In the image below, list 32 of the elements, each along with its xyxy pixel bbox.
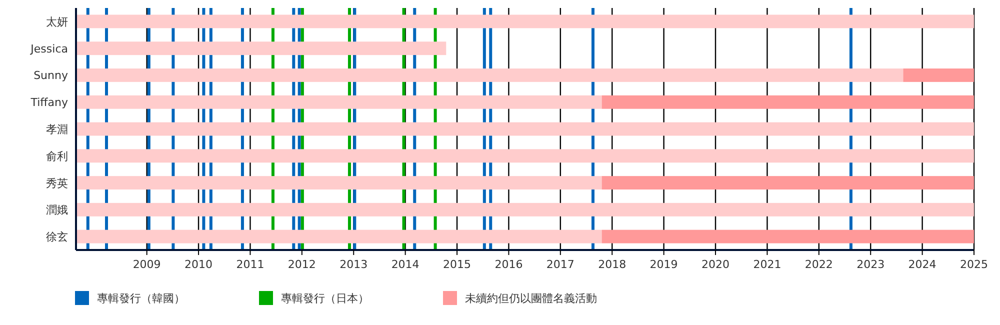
legend-label: 未續約但仍以團體名義活動 [465,292,597,305]
y-tick-label: 孝淵 [46,123,68,136]
x-tick-label: 2013 [340,258,368,271]
x-tick-label: 2024 [908,258,936,271]
x-tick-label: 2019 [650,258,678,271]
y-tick-label: Tiffany [30,96,68,110]
x-tick-label: 2025 [960,258,988,271]
legend-label: 專輯發行（韓國） [97,292,185,305]
x-tick-label: 2009 [132,258,161,271]
x-tick-label: 2010 [184,258,213,271]
x-tick-label: 2014 [391,258,420,271]
x-tick-label: 2017 [546,258,574,271]
y-tick-label: 徐玄 [46,230,68,244]
y-tick-label: 太妍 [46,15,68,28]
legend-label: 專輯發行（日本） [281,292,369,305]
x-tick-label: 2022 [804,258,833,271]
legend-item: 專輯發行（韓國） [75,291,185,305]
y-tick-label: 秀英 [46,176,68,190]
y-tick-label: Sunny [34,69,68,82]
legend-item: 未續約但仍以團體名義活動 [443,291,597,305]
x-tick-label: 2015 [443,258,472,271]
x-tick-label: 2021 [753,258,782,271]
x-tick-label: 2011 [236,258,264,271]
x-tick-label: 2018 [598,258,626,271]
x-tick-label: 2012 [288,258,316,271]
y-tick-label: 俞利 [46,150,68,163]
legend-item: 專輯發行（日本） [259,291,369,305]
x-tick-label: 2023 [856,258,885,271]
x-tick-label: 2020 [702,258,730,271]
y-tick-label: 潤娥 [46,204,68,217]
y-tick-label: Jessica [30,42,68,56]
x-tick-label: 2016 [494,258,523,271]
